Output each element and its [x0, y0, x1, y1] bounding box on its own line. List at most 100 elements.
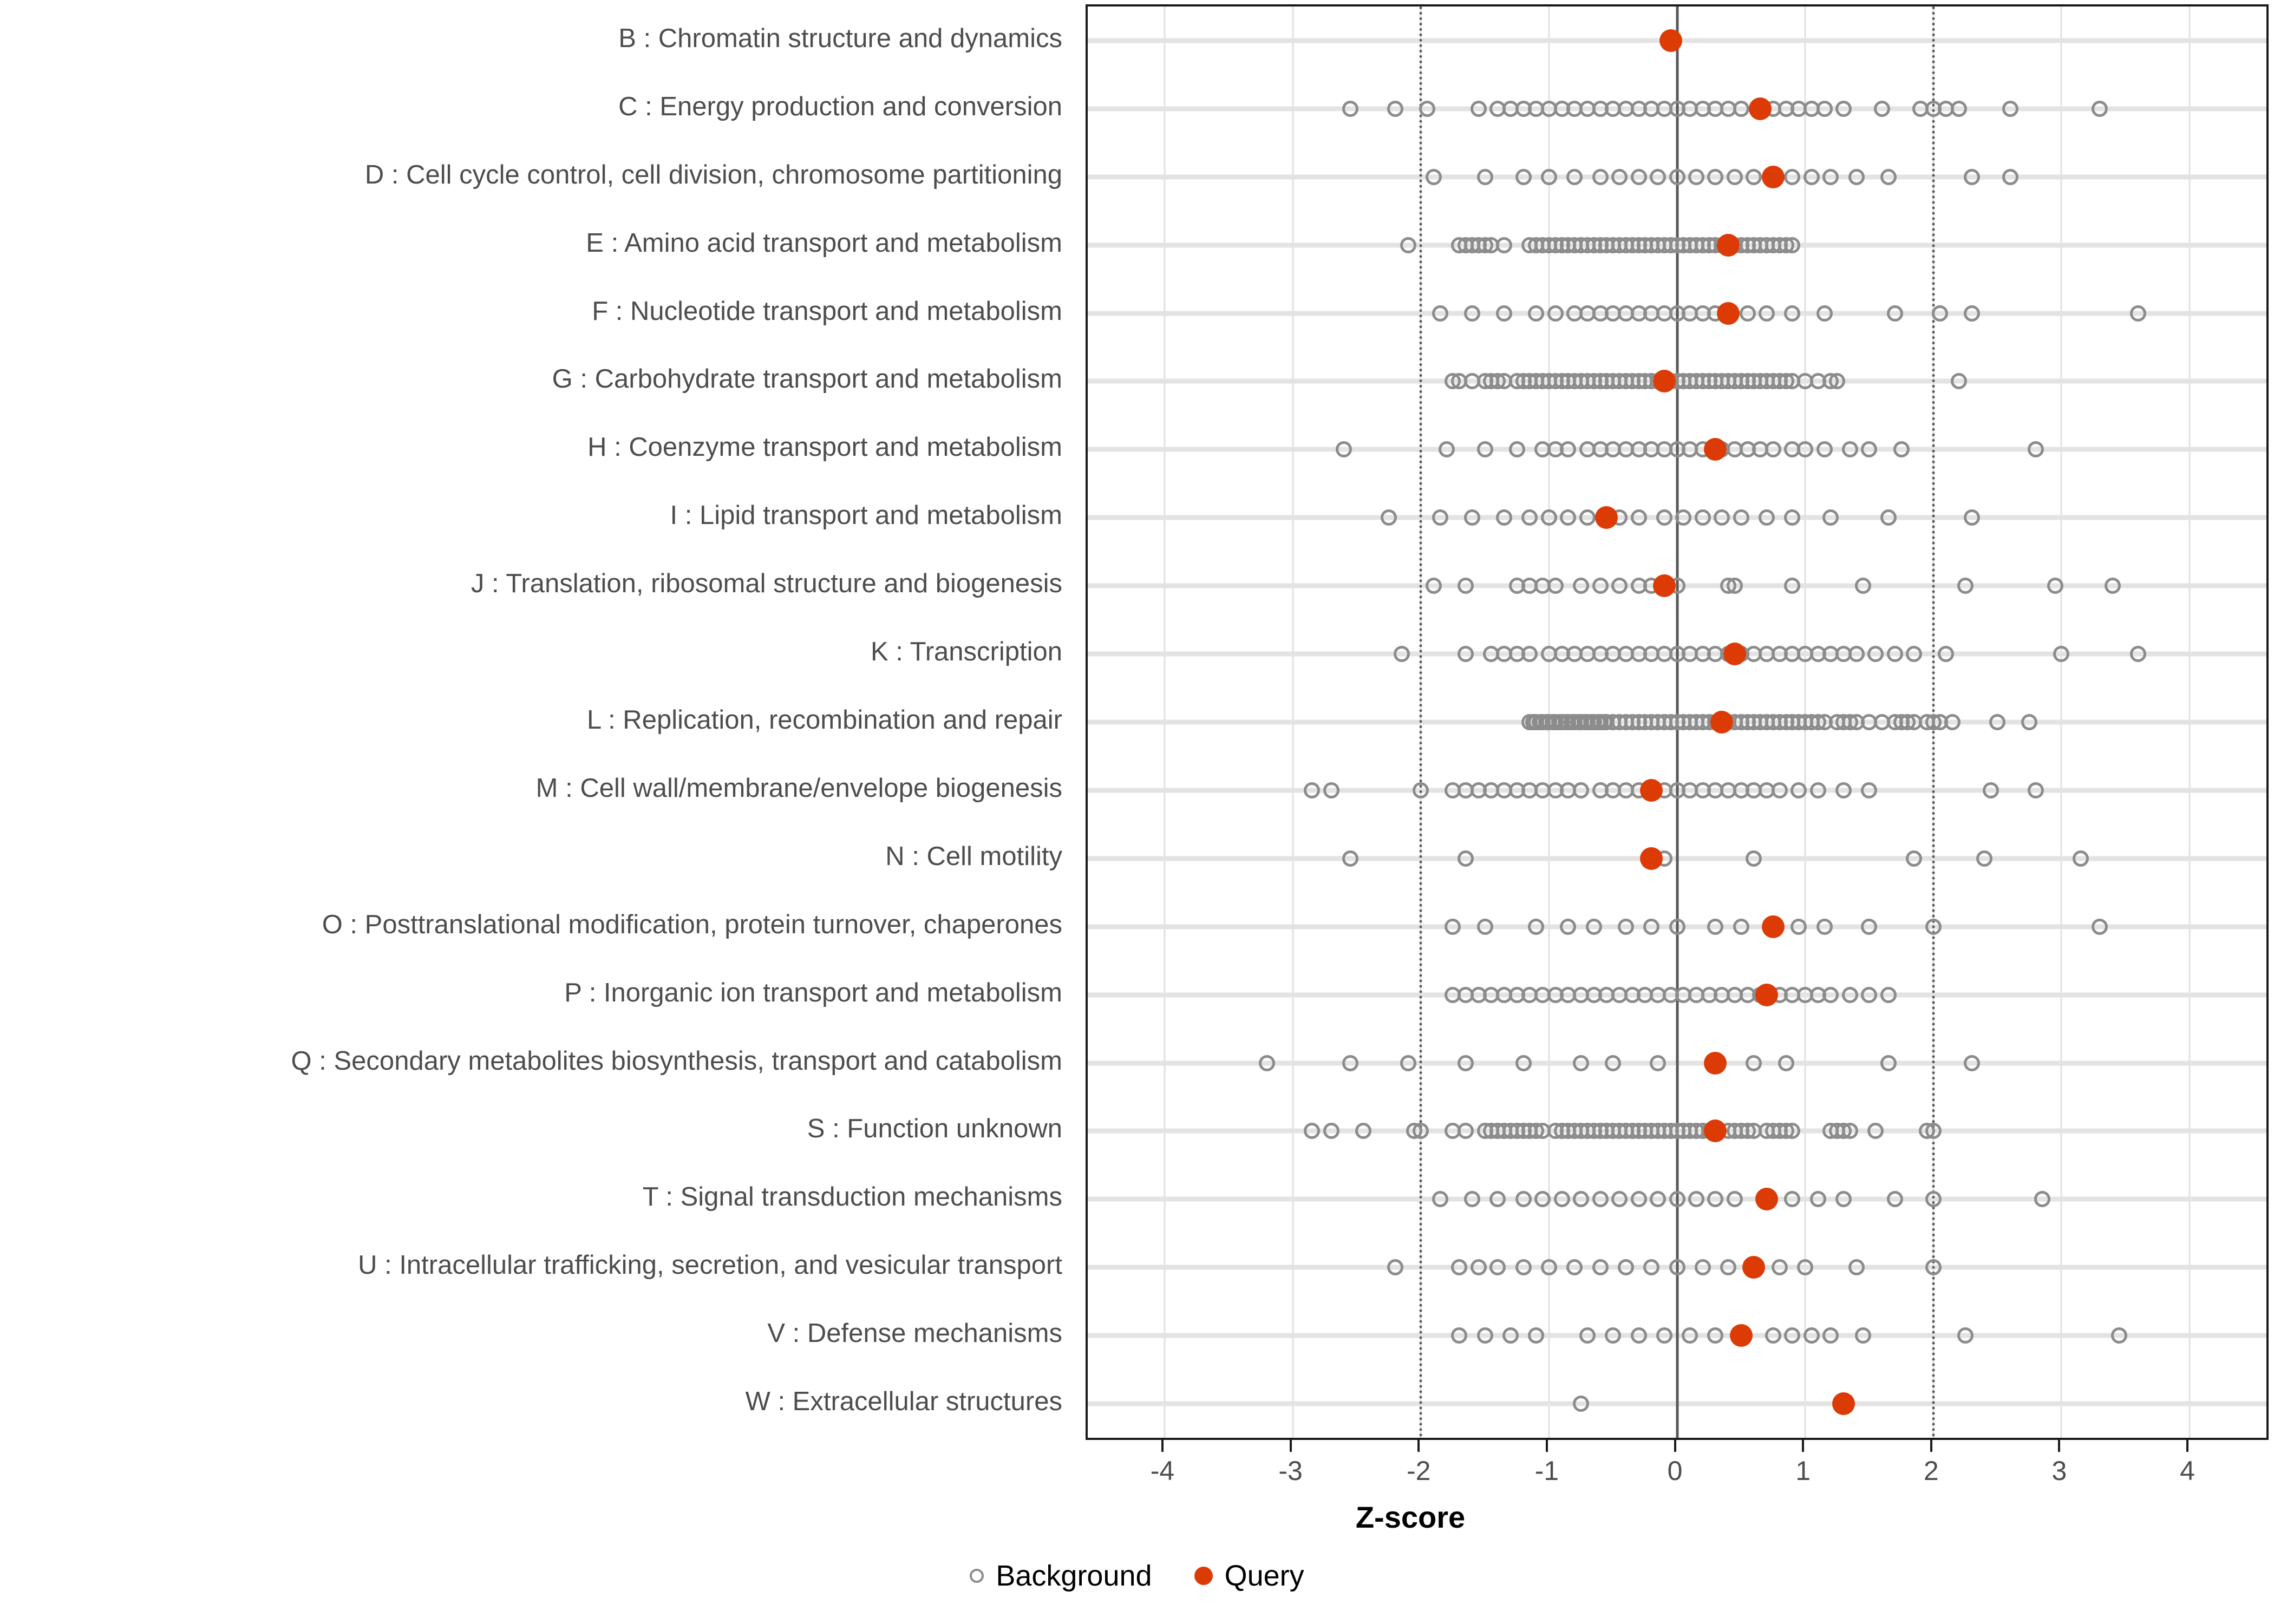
- category-label: H : Coenzyme transport and metabolism: [587, 433, 1062, 462]
- background-point: [1906, 646, 1923, 663]
- background-point: [2092, 100, 2108, 117]
- category-label: U : Intracellular trafficking, secretion…: [358, 1250, 1062, 1280]
- background-point: [1726, 1191, 1743, 1208]
- background-point: [1759, 509, 1775, 526]
- background-point: [1771, 1259, 1788, 1276]
- background-point: [1835, 100, 1852, 117]
- background-point: [1989, 714, 2006, 730]
- background-point: [1259, 1055, 1276, 1071]
- query-point: [1640, 778, 1663, 802]
- background-point: [1630, 168, 1647, 185]
- category-label: M : Cell wall/membrane/envelope biogenes…: [535, 773, 1062, 803]
- background-point: [1938, 646, 1955, 663]
- background-point: [1816, 918, 1833, 935]
- background-point: [1854, 1327, 1871, 1344]
- background-point: [1841, 441, 1858, 458]
- background-point: [1342, 100, 1359, 117]
- background-point: [1592, 578, 1609, 594]
- background-point: [1675, 509, 1692, 526]
- background-point: [1784, 578, 1801, 594]
- background-point: [1451, 1327, 1468, 1344]
- background-point: [1342, 1055, 1359, 1071]
- background-point: [1419, 100, 1436, 117]
- background-point: [1611, 1191, 1628, 1208]
- background-point: [1848, 168, 1865, 185]
- category-label: E : Amino acid transport and metabolism: [586, 228, 1062, 258]
- background-point: [1893, 441, 1910, 458]
- background-circle-icon: [970, 1569, 984, 1583]
- background-point: [1592, 1259, 1609, 1276]
- background-point: [1886, 646, 1903, 663]
- background-point: [1669, 918, 1685, 935]
- background-point: [1496, 237, 1513, 253]
- category-label: O : Posttranslational modification, prot…: [322, 909, 1062, 939]
- background-point: [1765, 441, 1781, 458]
- background-point: [1816, 441, 1833, 458]
- background-point: [1791, 918, 1807, 935]
- background-point: [1611, 168, 1628, 185]
- background-point: [1547, 578, 1564, 594]
- background-point: [1951, 373, 1968, 390]
- background-point: [1515, 1259, 1532, 1276]
- background-point: [1759, 305, 1775, 322]
- background-point: [1784, 1123, 1801, 1140]
- category-label: F : Nucleotide transport and metabolism: [592, 296, 1062, 326]
- query-point: [1717, 233, 1740, 257]
- background-point: [2130, 646, 2147, 663]
- background-point: [1534, 1191, 1551, 1208]
- background-point: [1957, 1327, 1974, 1344]
- background-point: [1880, 168, 1897, 185]
- x-tick: [1802, 1440, 1805, 1452]
- background-point: [1714, 509, 1730, 526]
- background-point: [1809, 1191, 1826, 1208]
- legend: Background Query: [0, 1559, 2274, 1593]
- background-point: [2105, 578, 2121, 594]
- background-point: [2047, 578, 2063, 594]
- background-point: [2034, 1191, 2050, 1208]
- background-point: [1861, 918, 1878, 935]
- background-point: [1323, 782, 1339, 798]
- background-point: [1906, 850, 1923, 867]
- background-point: [1458, 646, 1474, 663]
- background-point: [1791, 782, 1807, 798]
- background-point: [2110, 1327, 2127, 1344]
- background-point: [1925, 918, 1942, 935]
- query-point: [1723, 643, 1746, 666]
- x-tick: [1417, 1440, 1420, 1452]
- query-point: [1595, 506, 1618, 529]
- background-point: [1560, 509, 1577, 526]
- background-point: [1573, 578, 1590, 594]
- category-label: B : Chromatin structure and dynamics: [618, 23, 1062, 53]
- background-point: [1432, 1191, 1448, 1208]
- query-point: [1704, 1119, 1727, 1143]
- background-point: [2072, 850, 2089, 867]
- background-point: [1720, 1259, 1737, 1276]
- query-point: [1710, 711, 1734, 734]
- background-point: [1797, 441, 1814, 458]
- background-point: [1983, 782, 1999, 798]
- reference-line--2: [1419, 6, 1422, 1438]
- category-label: J : Translation, ribosomal structure and…: [471, 569, 1062, 599]
- background-point: [1528, 305, 1545, 322]
- background-point: [1400, 237, 1416, 253]
- background-point: [1797, 1259, 1814, 1276]
- background-point: [2130, 305, 2147, 322]
- background-point: [1458, 1055, 1474, 1071]
- background-point: [1476, 441, 1493, 458]
- background-point: [1963, 1055, 1980, 1071]
- x-tick-label: 0: [1667, 1456, 1683, 1486]
- background-point: [1381, 509, 1397, 526]
- background-point: [1463, 305, 1480, 322]
- background-point: [1458, 1123, 1474, 1140]
- category-axis-labels: B : Chromatin structure and dynamics C : …: [0, 0, 1077, 1440]
- background-point: [1540, 168, 1557, 185]
- query-point: [1652, 370, 1676, 393]
- background-point: [1669, 168, 1685, 185]
- background-point: [1643, 918, 1660, 935]
- background-point: [1432, 305, 1448, 322]
- legend-item-background: Background: [970, 1559, 1152, 1593]
- background-point: [1963, 509, 1980, 526]
- background-point: [1489, 1191, 1506, 1208]
- x-tick-label: 3: [2051, 1456, 2067, 1486]
- background-point: [1765, 1327, 1781, 1344]
